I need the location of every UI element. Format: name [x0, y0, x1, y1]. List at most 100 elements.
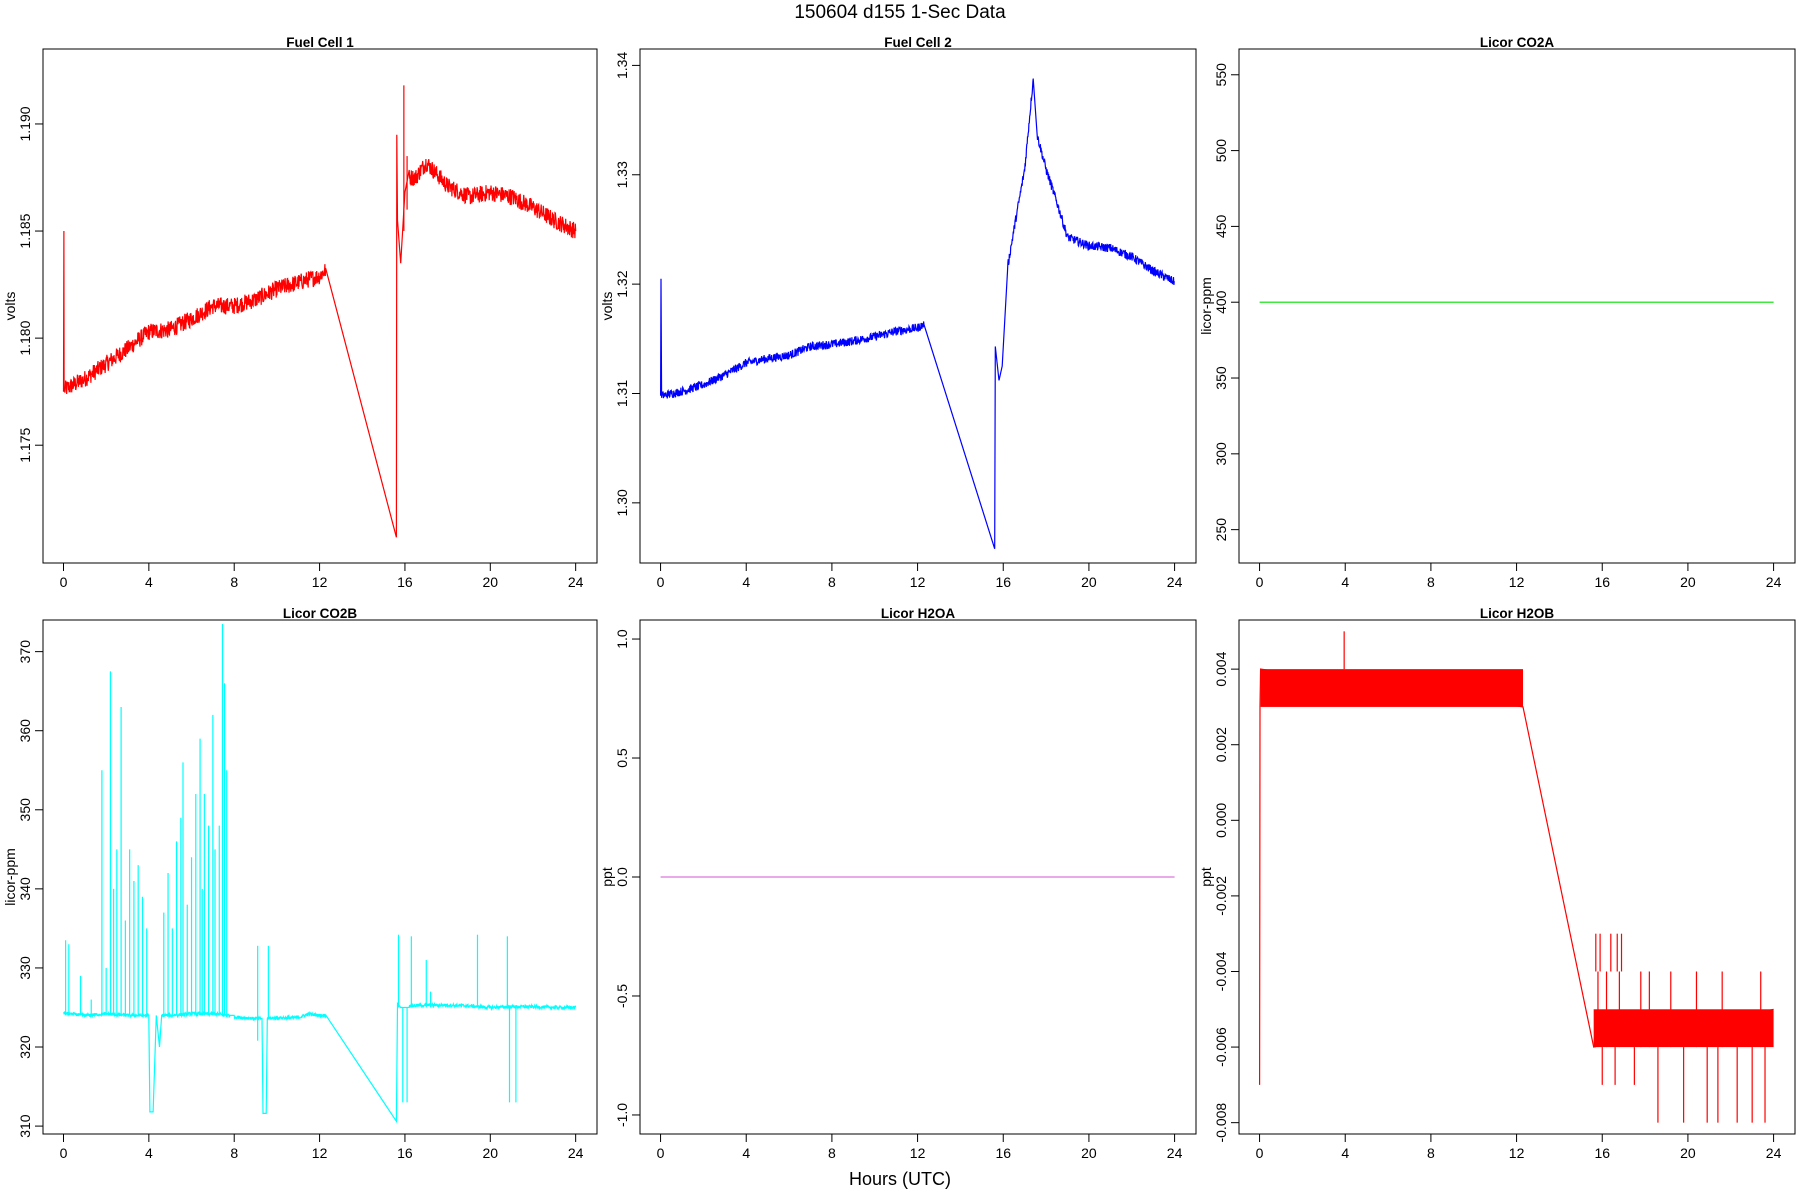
x-tick-label: 16 — [995, 574, 1011, 590]
y-tick-label: 350 — [1213, 366, 1229, 390]
y-tick-label: 0.0 — [614, 867, 630, 887]
y-tick-label: 550 — [1213, 63, 1229, 87]
x-tick-label: 0 — [60, 574, 68, 590]
y-tick-label: 0.004 — [1213, 651, 1229, 686]
x-tick-label: 4 — [145, 574, 153, 590]
y-tick-label: 0.5 — [614, 748, 630, 768]
x-tick-label: 0 — [657, 574, 665, 590]
x-tick-label: 24 — [1766, 574, 1782, 590]
x-tick-label: 0 — [657, 1145, 665, 1161]
x-tick-label: 4 — [742, 574, 750, 590]
y-tick-label: -0.008 — [1213, 1103, 1229, 1143]
panel-1: Fuel Cell 1 0 4 8 12 16 20 24 1.175 1.180 1.185 1.1… — [2, 35, 598, 590]
x-tick-label: 8 — [828, 1145, 836, 1161]
y-tick-label: -0.006 — [1213, 1027, 1229, 1067]
plot-frame — [42, 619, 598, 1135]
x-tick-label: 20 — [1081, 1145, 1097, 1161]
panel-2: Fuel Cell 2 0 4 8 12 16 20 24 1.30 1.31 1.32 1.33 1.… — [599, 35, 1197, 590]
x-tick-label: 0 — [60, 1145, 68, 1161]
y-tick-label: 350 — [17, 798, 33, 822]
series-line — [62, 134, 577, 538]
x-tick-label: 0 — [1256, 1145, 1264, 1161]
x-tick-label: 24 — [568, 574, 584, 590]
x-tick-label: 8 — [828, 574, 836, 590]
x-tick-label: 20 — [483, 574, 499, 590]
x-tick-label: 16 — [397, 574, 413, 590]
panel-title: Fuel Cell 1 — [286, 35, 354, 50]
y-axis-label: licor-ppm — [2, 848, 18, 906]
x-tick-label: 16 — [1594, 574, 1610, 590]
x-tick-label: 24 — [568, 1145, 584, 1161]
x-tick-label: 4 — [1341, 574, 1349, 590]
x-tick-label: 4 — [742, 1145, 750, 1161]
y-axis-label: volts — [2, 292, 18, 321]
y-tick-label: 320 — [17, 1035, 33, 1059]
series-group — [62, 85, 577, 538]
x-axis-label: Hours (UTC) — [849, 1169, 951, 1189]
y-axis-label: volts — [599, 292, 615, 321]
y-axis-label: ppt — [1198, 867, 1214, 887]
panel-4: Licor CO2B 0 4 8 12 16 20 24 310 320 330 340 350 360 3… — [2, 606, 598, 1161]
plot-frame — [1238, 48, 1796, 564]
y-tick-label: 1.31 — [614, 380, 630, 407]
x-tick-label: 12 — [312, 1145, 328, 1161]
y-tick-label: 1.34 — [614, 52, 630, 79]
x-tick-label: 16 — [995, 1145, 1011, 1161]
y-tick-label: 1.175 — [17, 427, 33, 462]
x-tick-label: 8 — [1427, 574, 1435, 590]
y-tick-label: 1.0 — [614, 629, 630, 649]
panel-title: Licor CO2A — [1480, 35, 1555, 50]
series-group — [1258, 631, 1774, 1123]
y-tick-label: 330 — [17, 956, 33, 980]
panel-3: Licor CO2A 0 4 8 12 16 20 24 250 300 350 400 450 500 5… — [1198, 35, 1796, 590]
series-group — [659, 78, 1175, 549]
x-tick-label: 12 — [910, 1145, 926, 1161]
x-tick-label: 8 — [230, 1145, 238, 1161]
y-tick-label: 450 — [1213, 215, 1229, 239]
y-tick-label: -0.002 — [1213, 876, 1229, 916]
y-tick-label: 0.002 — [1213, 727, 1229, 762]
y-tick-label: 500 — [1213, 139, 1229, 163]
x-tick-label: 24 — [1766, 1145, 1782, 1161]
y-tick-label: 1.30 — [614, 489, 630, 516]
x-tick-label: 12 — [1509, 1145, 1525, 1161]
y-tick-label: -0.004 — [1213, 951, 1229, 991]
x-tick-label: 20 — [1081, 574, 1097, 590]
x-tick-label: 0 — [1256, 574, 1264, 590]
plot-frame — [42, 48, 598, 564]
y-tick-label: 1.33 — [614, 161, 630, 188]
figure-title: 150604 d155 1-Sec Data — [794, 2, 1006, 23]
y-tick-label: 400 — [1213, 290, 1229, 314]
x-tick-label: 20 — [483, 1145, 499, 1161]
y-axis-label: licor-ppm — [1198, 277, 1214, 335]
y-tick-label: 250 — [1213, 518, 1229, 542]
x-tick-label: 4 — [145, 1145, 153, 1161]
x-tick-label: 12 — [312, 574, 328, 590]
x-tick-label: 24 — [1167, 574, 1183, 590]
x-tick-label: 20 — [1680, 1145, 1696, 1161]
x-tick-label: 4 — [1341, 1145, 1349, 1161]
panel-5: Licor H2OA 0 4 8 12 16 20 24 -1.0 -0.5 0.0 0.5 1.0 pp… — [599, 606, 1197, 1161]
panel-title: Licor CO2B — [283, 606, 358, 621]
y-tick-label: -1.0 — [614, 1103, 630, 1127]
y-tick-label: 1.32 — [614, 270, 630, 297]
y-tick-label: -0.5 — [614, 984, 630, 1008]
panel-title: Licor H2OB — [1480, 606, 1555, 621]
y-tick-label: 310 — [17, 1114, 33, 1138]
x-tick-label: 12 — [910, 574, 926, 590]
series-group — [63, 623, 577, 1124]
y-tick-label: 1.185 — [17, 213, 33, 248]
y-tick-label: 1.190 — [17, 106, 33, 141]
y-axis-label: ppt — [599, 867, 615, 887]
x-tick-label: 16 — [397, 1145, 413, 1161]
panel-title: Licor H2OA — [881, 606, 956, 621]
y-tick-label: 360 — [17, 719, 33, 743]
series-line — [659, 78, 1175, 549]
y-tick-label: 370 — [17, 640, 33, 664]
x-tick-label: 20 — [1680, 574, 1696, 590]
x-tick-label: 8 — [1427, 1145, 1435, 1161]
y-tick-label: 340 — [17, 877, 33, 901]
x-tick-label: 24 — [1167, 1145, 1183, 1161]
y-tick-label: 1.180 — [17, 320, 33, 355]
